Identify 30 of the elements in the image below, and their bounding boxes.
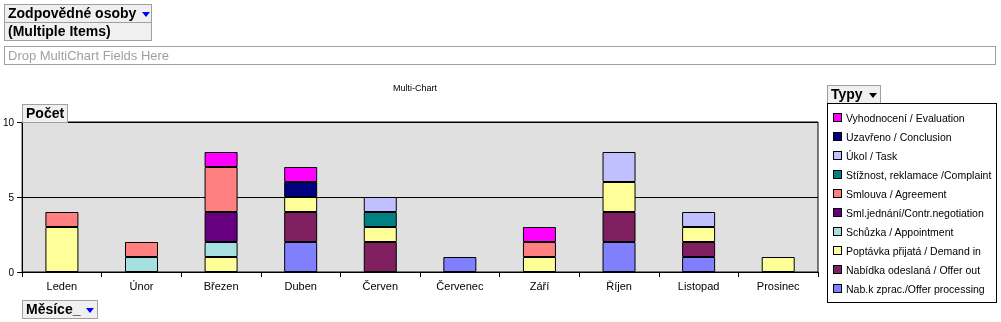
x-tick-label: Září [529, 279, 550, 292]
legend-label: Nabídka odeslaná / Offer out [846, 263, 981, 276]
x-tick-label: Říjen [606, 279, 632, 292]
legend-label: Stížnost, reklamace /Complaint [846, 168, 992, 181]
legend-label: Poptávka přijatá / Demand in [846, 244, 981, 257]
legend-label: Úkol / Task [846, 149, 898, 162]
text: Zodpovědné osoby [4, 4, 152, 23]
legend-label: Smlouva / Agreement [846, 187, 947, 200]
legend-title: Typy [827, 85, 881, 104]
x-tick-label: Leden [46, 279, 78, 292]
x-tick-label: Únor [129, 279, 154, 292]
x-tick-label: Duben [284, 279, 317, 292]
x-tick-label: Prosinec [756, 279, 801, 292]
legend-label: Sml.jednání/Contr.negotiation [846, 206, 984, 219]
text: Drop MultiChart Fields Here [4, 46, 996, 65]
y-tick-label: 10 [3, 116, 15, 128]
legend-label: Uzavřeno / Conclusion [846, 130, 952, 143]
x-axis-title: Měsíce_ [22, 300, 99, 319]
x-tick-label: Listopad [677, 279, 720, 292]
chart-title: Multi-Chart [392, 82, 438, 93]
y-axis-title: Počet [22, 104, 69, 123]
x-tick-label: Březen [203, 279, 239, 292]
legend-label: Nab.k zprac./Offer processing [846, 282, 985, 295]
x-tick-label: Červen [362, 279, 398, 292]
text: (Multiple Items) [4, 22, 152, 41]
legend-label: Schůzka / Appointment [846, 225, 954, 238]
y-tick-label: 0 [8, 266, 15, 278]
y-tick-label: 5 [8, 191, 15, 203]
legend-label: Vyhodnocení / Evaluation [846, 111, 965, 124]
x-tick-label: Červenec [436, 279, 484, 292]
